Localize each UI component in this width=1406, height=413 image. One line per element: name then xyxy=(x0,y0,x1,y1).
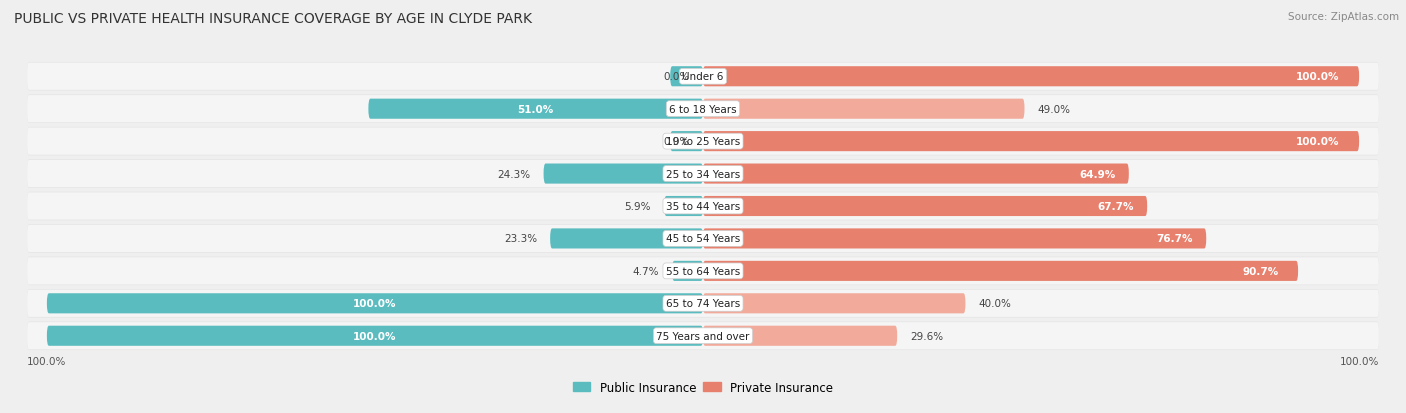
Text: 100.0%: 100.0% xyxy=(1296,72,1340,82)
Text: 90.7%: 90.7% xyxy=(1241,266,1278,276)
FancyBboxPatch shape xyxy=(27,225,1379,253)
Text: 67.7%: 67.7% xyxy=(1098,202,1135,211)
FancyBboxPatch shape xyxy=(703,197,1147,216)
FancyBboxPatch shape xyxy=(544,164,703,184)
Text: 0.0%: 0.0% xyxy=(664,72,690,82)
FancyBboxPatch shape xyxy=(27,95,1379,123)
FancyBboxPatch shape xyxy=(368,100,703,119)
FancyBboxPatch shape xyxy=(550,229,703,249)
Text: Source: ZipAtlas.com: Source: ZipAtlas.com xyxy=(1288,12,1399,22)
Text: 100.0%: 100.0% xyxy=(353,331,396,341)
Text: 35 to 44 Years: 35 to 44 Years xyxy=(666,202,740,211)
FancyBboxPatch shape xyxy=(27,290,1379,318)
FancyBboxPatch shape xyxy=(27,257,1379,285)
FancyBboxPatch shape xyxy=(27,193,1379,220)
Text: 100.0%: 100.0% xyxy=(1340,356,1379,366)
FancyBboxPatch shape xyxy=(27,322,1379,349)
Text: 0.0%: 0.0% xyxy=(664,137,690,147)
FancyBboxPatch shape xyxy=(27,192,1379,221)
Legend: Public Insurance, Private Insurance: Public Insurance, Private Insurance xyxy=(568,376,838,399)
FancyBboxPatch shape xyxy=(27,63,1379,91)
Text: Under 6: Under 6 xyxy=(682,72,724,82)
Text: 40.0%: 40.0% xyxy=(979,299,1011,309)
Text: 100.0%: 100.0% xyxy=(353,299,396,309)
FancyBboxPatch shape xyxy=(27,161,1379,188)
FancyBboxPatch shape xyxy=(27,64,1379,91)
Text: 45 to 54 Years: 45 to 54 Years xyxy=(666,234,740,244)
Text: 100.0%: 100.0% xyxy=(1296,137,1340,147)
FancyBboxPatch shape xyxy=(703,229,1206,249)
FancyBboxPatch shape xyxy=(703,67,1360,87)
Text: 19 to 25 Years: 19 to 25 Years xyxy=(666,137,740,147)
FancyBboxPatch shape xyxy=(27,160,1379,188)
FancyBboxPatch shape xyxy=(46,294,703,313)
Text: 64.9%: 64.9% xyxy=(1080,169,1116,179)
Text: 75 Years and over: 75 Years and over xyxy=(657,331,749,341)
FancyBboxPatch shape xyxy=(27,322,1379,350)
FancyBboxPatch shape xyxy=(703,164,1129,184)
FancyBboxPatch shape xyxy=(27,128,1379,156)
FancyBboxPatch shape xyxy=(703,100,1025,119)
FancyBboxPatch shape xyxy=(703,294,966,313)
FancyBboxPatch shape xyxy=(703,261,1298,281)
Text: 100.0%: 100.0% xyxy=(27,356,66,366)
FancyBboxPatch shape xyxy=(671,132,703,152)
Text: 25 to 34 Years: 25 to 34 Years xyxy=(666,169,740,179)
Text: 51.0%: 51.0% xyxy=(517,104,554,114)
Text: 23.3%: 23.3% xyxy=(503,234,537,244)
FancyBboxPatch shape xyxy=(27,258,1379,285)
Text: 6 to 18 Years: 6 to 18 Years xyxy=(669,104,737,114)
Text: PUBLIC VS PRIVATE HEALTH INSURANCE COVERAGE BY AGE IN CLYDE PARK: PUBLIC VS PRIVATE HEALTH INSURANCE COVER… xyxy=(14,12,531,26)
FancyBboxPatch shape xyxy=(672,261,703,281)
Text: 76.7%: 76.7% xyxy=(1157,234,1194,244)
FancyBboxPatch shape xyxy=(27,290,1379,317)
FancyBboxPatch shape xyxy=(27,225,1379,252)
FancyBboxPatch shape xyxy=(703,326,897,346)
FancyBboxPatch shape xyxy=(703,132,1360,152)
Text: 29.6%: 29.6% xyxy=(910,331,943,341)
FancyBboxPatch shape xyxy=(27,128,1379,155)
Text: 5.9%: 5.9% xyxy=(624,202,651,211)
FancyBboxPatch shape xyxy=(664,197,703,216)
FancyBboxPatch shape xyxy=(27,96,1379,123)
FancyBboxPatch shape xyxy=(671,67,703,87)
Text: 4.7%: 4.7% xyxy=(633,266,659,276)
FancyBboxPatch shape xyxy=(46,326,703,346)
Text: 24.3%: 24.3% xyxy=(498,169,530,179)
Text: 49.0%: 49.0% xyxy=(1038,104,1070,114)
Text: 65 to 74 Years: 65 to 74 Years xyxy=(666,299,740,309)
Text: 55 to 64 Years: 55 to 64 Years xyxy=(666,266,740,276)
